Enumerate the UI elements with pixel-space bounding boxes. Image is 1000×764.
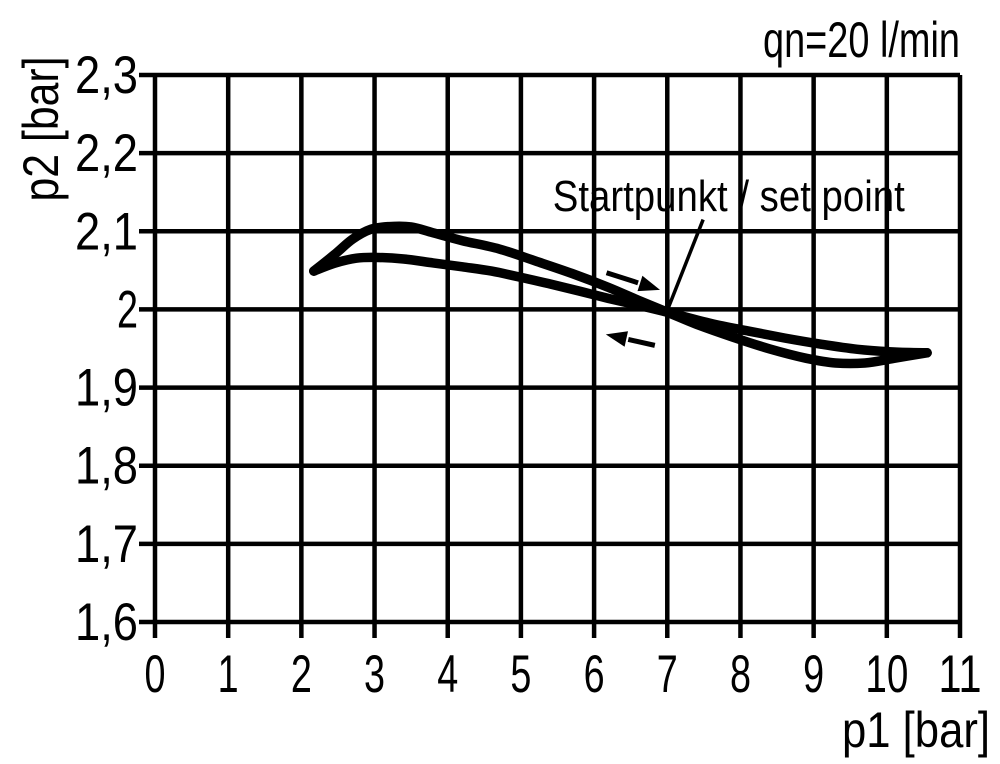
forward-direction-arrow-icon xyxy=(637,275,660,292)
y-tick-label: 2 xyxy=(117,280,138,339)
return-direction-arrow-icon xyxy=(605,331,628,347)
set-point-leader-line xyxy=(666,218,705,310)
y-tick-label: 2,2 xyxy=(75,124,138,183)
y-tick-label: 2,1 xyxy=(75,202,138,261)
x-tick-label: 11 xyxy=(939,645,982,704)
x-tick-label: 5 xyxy=(510,645,531,704)
x-tick-label: 7 xyxy=(657,645,678,704)
x-tick-label: 10 xyxy=(865,645,908,704)
return-direction-arrow-shaft xyxy=(627,337,656,348)
x-tick-label: 0 xyxy=(145,645,166,704)
x-tick-label: 6 xyxy=(584,645,605,704)
x-tick-label: 1 xyxy=(218,645,239,704)
y-tick-label: 1,9 xyxy=(75,359,138,418)
x-tick-label: 8 xyxy=(730,645,751,704)
forward-direction-arrow-shaft xyxy=(605,270,639,286)
flow-rate-annotation: qn=20 l/min xyxy=(763,12,960,68)
x-tick-label: 2 xyxy=(291,645,312,704)
curve-return xyxy=(309,252,932,358)
y-tick-label: 2,3 xyxy=(75,46,138,105)
y-tick-label: 1,8 xyxy=(75,437,138,496)
x-axis-title: p1 [bar] xyxy=(842,702,990,758)
x-tick-label: 9 xyxy=(803,645,824,704)
x-tick-label: 4 xyxy=(437,645,458,704)
x-tick-label: 3 xyxy=(364,645,385,704)
set-point-annotation: Startpunkt / set point xyxy=(553,172,905,221)
curve-forward xyxy=(309,221,932,369)
y-axis-title: p2 [bar] xyxy=(13,57,69,202)
y-tick-label: 1,7 xyxy=(75,515,138,574)
y-tick-label: 1,6 xyxy=(75,593,138,652)
